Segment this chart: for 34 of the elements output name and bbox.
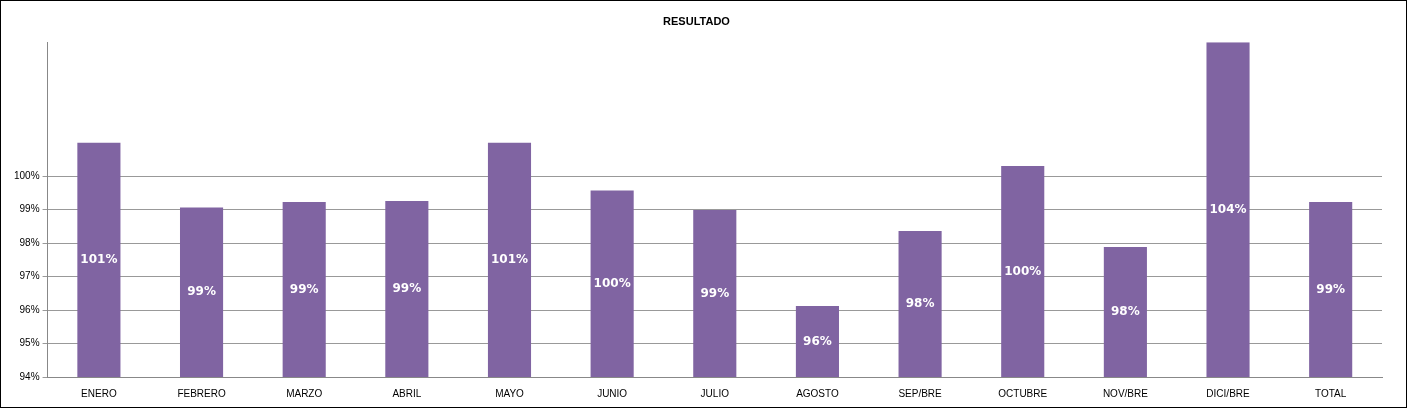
x-tick-label: DICI/BRE <box>1206 387 1251 399</box>
x-tick-label: NOV/BRE <box>1102 387 1149 399</box>
data-label: 100% <box>1004 263 1042 278</box>
data-label: 98% <box>1111 304 1140 319</box>
data-label: 100% <box>593 275 631 290</box>
data-label: 99% <box>187 284 216 299</box>
y-tick-label: 100% <box>14 169 40 181</box>
data-label: 96% <box>803 333 832 348</box>
y-tick-label: 96% <box>19 303 40 315</box>
data-label: 99% <box>700 285 730 300</box>
y-tick-label: 95% <box>19 337 40 349</box>
data-label: 99% <box>1316 281 1346 296</box>
y-tick-label: 94% <box>19 370 40 382</box>
x-tick-label: JULIO <box>700 387 730 399</box>
chart-title: RESULTADO <box>663 14 731 27</box>
x-tick-label: SEP/BRE <box>898 387 943 399</box>
x-tick-label: AGOSTO <box>796 387 839 399</box>
y-tick-label: 99% <box>19 203 40 215</box>
x-tick-label: ENERO <box>81 387 117 399</box>
x-tick-label: OCTUBRE <box>998 387 1048 399</box>
data-label: 99% <box>392 281 422 296</box>
x-tick-label: TOTAL <box>1315 387 1347 399</box>
data-label: 101% <box>80 251 118 266</box>
x-tick-label: FEBRERO <box>177 387 226 399</box>
data-label: 99% <box>289 281 319 296</box>
x-tick-label: ABRIL <box>392 387 422 399</box>
x-tick-label: MARZO <box>286 387 323 399</box>
y-tick-label: 97% <box>19 270 40 282</box>
data-label: 98% <box>905 296 935 311</box>
data-label: 101% <box>490 251 529 266</box>
x-tick-label: MAYO <box>495 387 525 399</box>
y-tick-label: 98% <box>19 236 40 248</box>
x-tick-label: JUNIO <box>597 387 628 399</box>
data-label: 104% <box>1209 201 1247 216</box>
